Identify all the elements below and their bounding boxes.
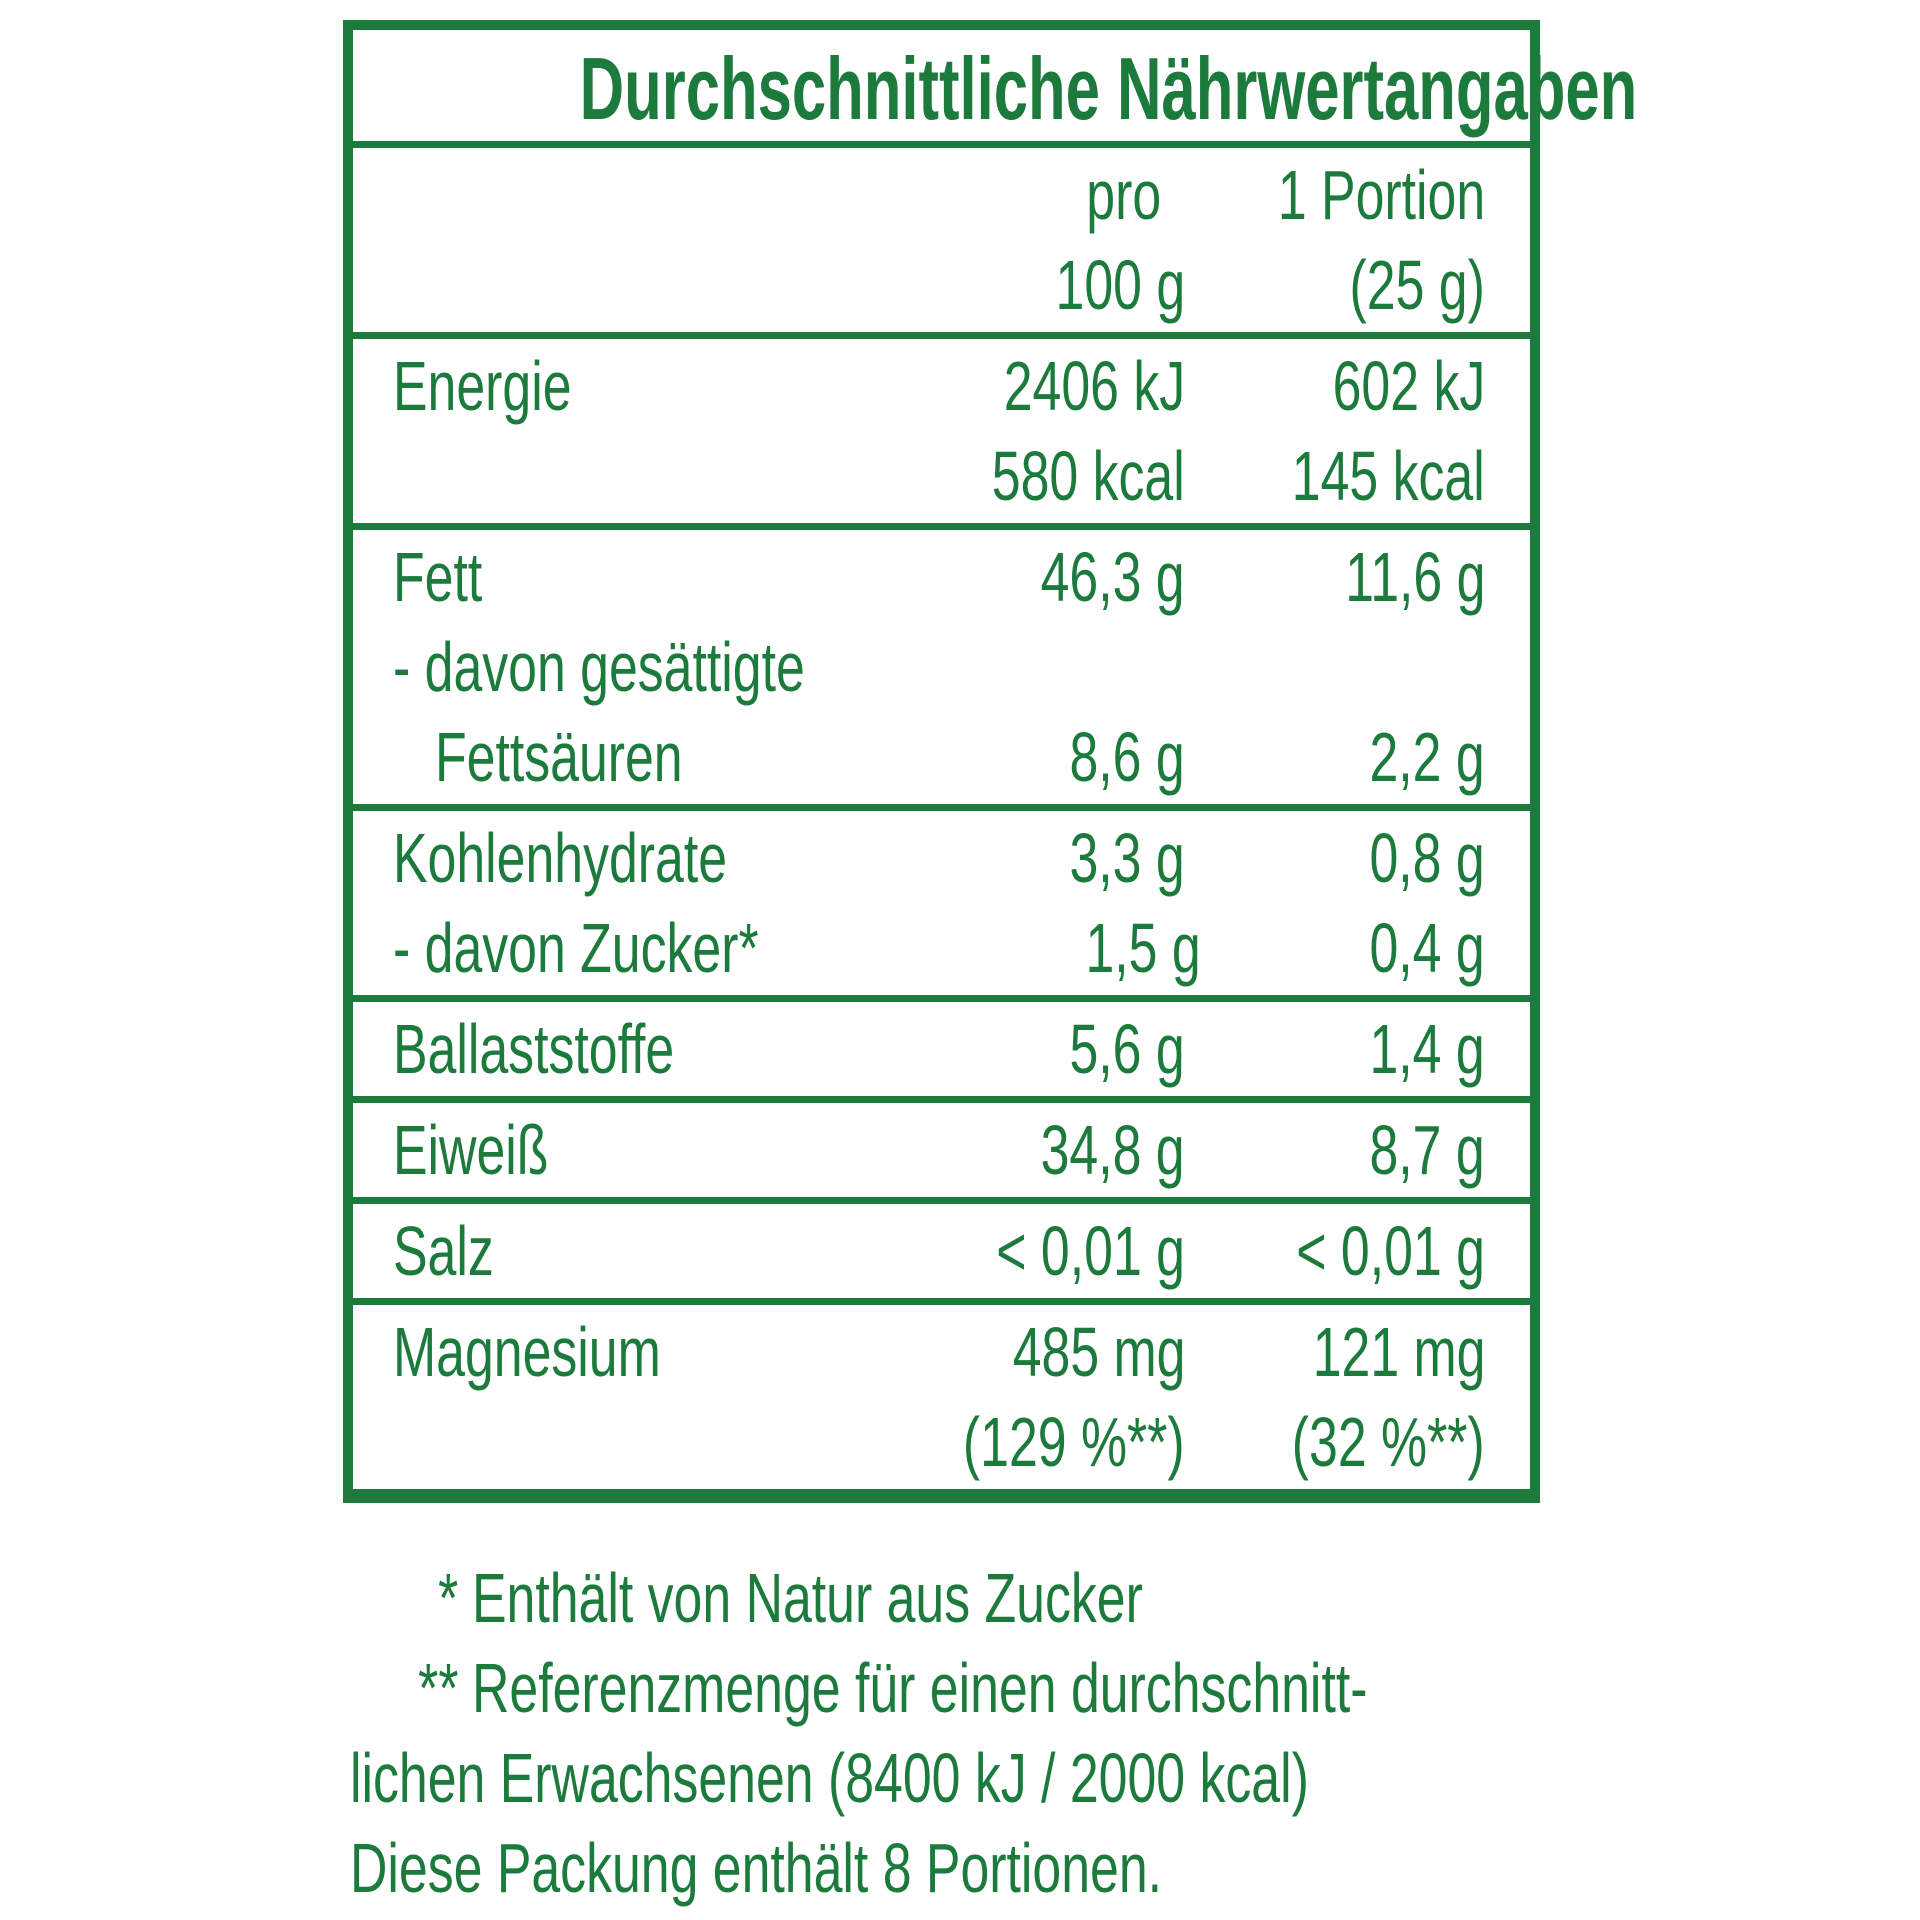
footnotes: * Enthält von Natur aus Zucker ** Refere… (350, 1553, 1682, 1913)
footnote-text: Enthält von Natur aus Zucker (472, 1559, 1143, 1637)
footnote-text: lichen Erwachsenen (8400 kJ / 2000 kcal) (350, 1739, 1309, 1817)
row-magnesium: Magnesium 485 mg 121 mg (129 %**) (32 %*… (353, 1305, 1530, 1489)
value-per-100g (949, 622, 1230, 712)
row-label: Magnesium (393, 1313, 661, 1391)
header-line-1: pro 1 Portion (353, 150, 1530, 240)
table-row-line: Fettsäuren 8,6 g 2,2 g (353, 712, 1530, 802)
footnote-text: Diese Packung enthält 8 Portionen. (350, 1829, 1163, 1907)
value-per-portion: 121 mg (1312, 1313, 1485, 1391)
col-header-per-portion-unit: (25 g) (1349, 246, 1485, 324)
table-title: Durchschnittliche Nährwertangaben (579, 39, 1638, 138)
row-label: Fettsäuren (435, 718, 683, 796)
header-row: pro 1 Portion 100 g (25 g) (353, 148, 1530, 339)
value-per-portion: 0,8 g (1369, 819, 1485, 897)
row-fett: Fett 46,3 g 11,6 g - davon gesättigte Fe… (353, 530, 1530, 811)
value-per-100g: 46,3 g (1040, 538, 1185, 616)
row-label: - davon Zucker* (393, 909, 759, 987)
row-ballaststoffe: Ballaststoffe 5,6 g 1,4 g (353, 1002, 1530, 1103)
value-per-portion: 2,2 g (1369, 718, 1485, 796)
row-label: Eiweiß (393, 1111, 549, 1189)
value-per-100g: < 0,01 g (996, 1212, 1185, 1290)
value-per-portion: 1,4 g (1369, 1010, 1485, 1088)
row-label: Fett (393, 538, 483, 616)
value-per-portion: 602 kJ (1332, 347, 1485, 425)
footnote-line: ** Referenzmenge für einen durchschnitt- (350, 1643, 1682, 1733)
row-label (393, 431, 855, 521)
row-salz: Salz < 0,01 g < 0,01 g (353, 1204, 1530, 1305)
col-header-per-100g-unit: 100 g (1055, 246, 1185, 324)
value-per-100g: 3,3 g (1069, 819, 1185, 897)
row-kohlenhydrate: Kohlenhydrate 3,3 g 0,8 g - davon Zucker… (353, 811, 1530, 1002)
row-eiweiss: Eiweiß 34,8 g 8,7 g (353, 1103, 1530, 1204)
nutrition-table: Durchschnittliche Nährwertangaben pro 1 … (343, 20, 1637, 1503)
value-per-100g: 8,6 g (1069, 718, 1185, 796)
value-per-portion: 0,4 g (1369, 909, 1485, 987)
table-row-line: 580 kcal 145 kcal (353, 431, 1530, 521)
row-label: - davon gesättigte (393, 628, 805, 706)
row-label (393, 1397, 855, 1487)
table-row-line: - davon Zucker* 1,5 g 0,4 g (353, 903, 1530, 993)
footnote-line: * Enthält von Natur aus Zucker (350, 1553, 1682, 1643)
value-per-portion: < 0,01 g (1296, 1212, 1485, 1290)
footnote-text: Referenzmenge für einen durchschnitt- (472, 1649, 1368, 1727)
row-label: Kohlenhydrate (393, 819, 728, 897)
row-label: Salz (393, 1212, 494, 1290)
value-per-100g: (129 %**) (963, 1403, 1185, 1481)
value-per-100g: 580 kcal (992, 437, 1185, 515)
value-per-100g: 1,5 g (1085, 909, 1201, 987)
value-per-portion: (32 %**) (1292, 1403, 1485, 1481)
value-per-100g: 485 mg (1012, 1313, 1185, 1391)
footnote-marker: * (437, 1559, 458, 1637)
value-per-portion: 11,6 g (1344, 538, 1485, 616)
value-per-100g: 34,8 g (1040, 1111, 1185, 1189)
value-per-portion (1230, 622, 1485, 712)
table-row-line: Energie 2406 kJ 602 kJ (353, 341, 1530, 431)
col-header-per-portion: 1 Portion (1277, 156, 1485, 234)
row-label: Ballaststoffe (393, 1010, 675, 1088)
table-title-row: Durchschnittliche Nährwertangaben (353, 30, 1637, 148)
footnote-marker: ** (417, 1649, 458, 1727)
table-row-line: Eiweiß 34,8 g 8,7 g (353, 1105, 1530, 1195)
row-energie: Energie 2406 kJ 602 kJ 580 kcal 145 kcal (353, 339, 1530, 530)
value-per-portion: 8,7 g (1369, 1111, 1485, 1189)
table-row-line: Salz < 0,01 g < 0,01 g (353, 1206, 1530, 1296)
table-row-line: Ballaststoffe 5,6 g 1,4 g (353, 1004, 1530, 1094)
row-label: Energie (393, 347, 572, 425)
table-row-line: Fett 46,3 g 11,6 g (353, 532, 1530, 622)
footnote-line: lichen Erwachsenen (8400 kJ / 2000 kcal) (350, 1733, 1682, 1823)
header-line-2: 100 g (25 g) (353, 240, 1530, 330)
value-per-portion: 145 kcal (1292, 437, 1485, 515)
table-row-line: Kohlenhydrate 3,3 g 0,8 g (353, 813, 1530, 903)
table-row-line: - davon gesättigte (353, 622, 1530, 712)
table-row-line: (129 %**) (32 %**) (353, 1397, 1530, 1487)
table-row-line: Magnesium 485 mg 121 mg (353, 1307, 1530, 1397)
col-header-per-100g: pro (1086, 156, 1161, 234)
footnote-line: Diese Packung enthält 8 Portionen. (350, 1823, 1682, 1913)
value-per-100g: 5,6 g (1069, 1010, 1185, 1088)
value-per-100g: 2406 kJ (1003, 347, 1185, 425)
